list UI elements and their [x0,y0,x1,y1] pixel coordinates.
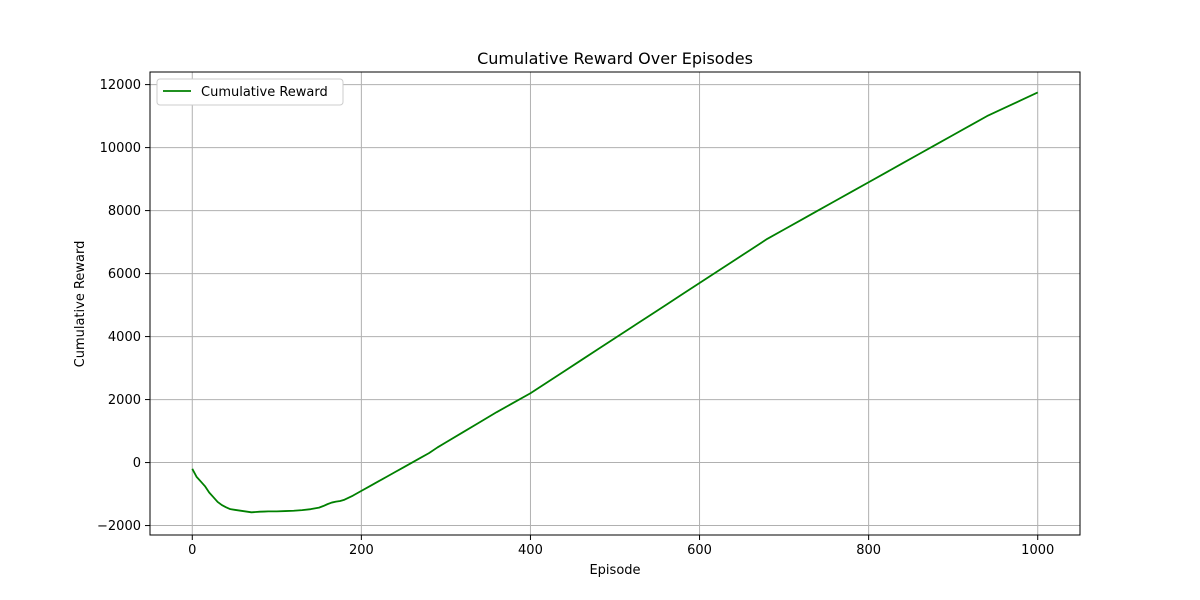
y-tick-label: 2000 [108,393,141,408]
y-tick-label: 4000 [108,330,141,345]
x-tick-label: 200 [349,543,374,558]
x-axis-label: Episode [589,563,640,578]
grid [150,72,1080,535]
y-tick-label: −2000 [97,519,141,534]
y-tick-label: 0 [133,456,141,471]
x-axis-ticks: 0 200 400 600 800 1000 [188,535,1054,558]
x-tick-label: 800 [856,543,881,558]
x-tick-label: 1000 [1021,543,1054,558]
y-tick-label: 8000 [108,204,141,219]
x-tick-label: 600 [687,543,712,558]
plot-frame [149,71,1081,536]
series-line-cumulative-reward [191,91,1039,514]
legend-label: Cumulative Reward [201,85,328,100]
y-axis-ticks: −2000 0 2000 4000 6000 8000 10000 12000 [97,78,150,534]
x-tick-label: 0 [188,543,196,558]
y-tick-label: 12000 [100,78,141,93]
y-tick-label: 10000 [100,141,141,156]
legend: Cumulative Reward [156,78,344,106]
y-tick-label: 6000 [108,267,141,282]
legend-box [156,78,344,106]
x-tick-label: 400 [518,543,543,558]
y-axis-label: Cumulative Reward [73,241,88,368]
chart-title: Cumulative Reward Over Episodes [477,49,753,68]
